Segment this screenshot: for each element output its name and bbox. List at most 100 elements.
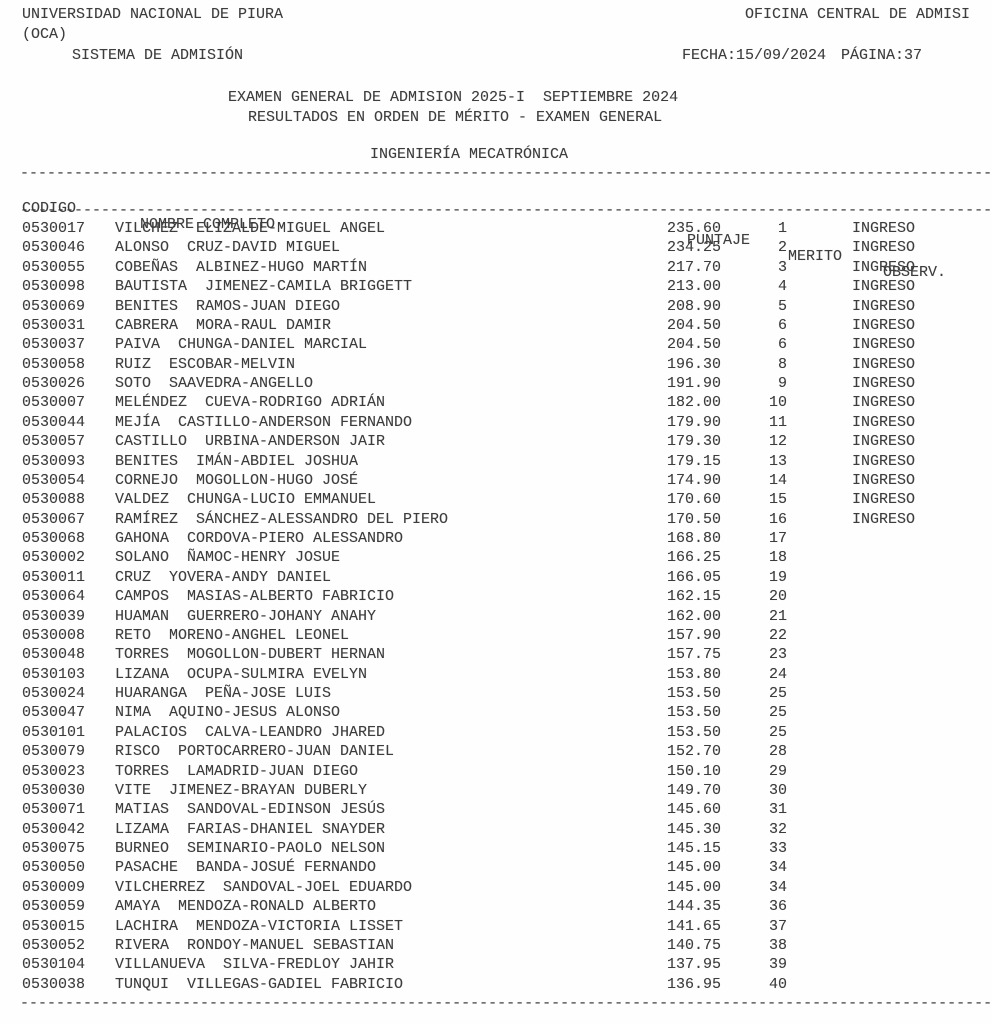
cell-codigo: 0530046 bbox=[22, 239, 86, 257]
cell-nombre: VITE JIMENEZ-BRAYAN DUBERLY bbox=[115, 781, 368, 799]
cell-codigo: 0530058 bbox=[22, 355, 86, 373]
cell-observ: INGRESO bbox=[852, 471, 916, 489]
column-header-codigo: CODIGO bbox=[22, 200, 77, 217]
cell-puntaje: 153.50 bbox=[667, 704, 722, 722]
column-header-nombre: NOMBRE COMPLETO bbox=[140, 216, 276, 233]
table-column-headers: CODIGO NOMBRE COMPLETO PUNTAJE MERITO OB… bbox=[0, 185, 992, 281]
cell-nombre: BENITES RAMOS-JUAN DIEGO bbox=[115, 297, 341, 315]
cell-codigo: 0530069 bbox=[22, 297, 86, 315]
table-row: 0530024 HUARANGA PEÑA-JOSE LUIS 153.50 2… bbox=[0, 684, 992, 703]
cell-puntaje: 174.90 bbox=[667, 471, 722, 489]
cell-puntaje: 162.00 bbox=[667, 607, 722, 625]
cell-nombre: COBEÑAS ALBINEZ-HUGO MARTÍN bbox=[115, 258, 368, 276]
table-row: 0530057 CASTILLO URBINA-ANDERSON JAIR 17… bbox=[0, 432, 992, 451]
cell-puntaje: 166.25 bbox=[667, 549, 722, 567]
cell-observ: INGRESO bbox=[852, 278, 916, 296]
cell-nombre: LACHIRA MENDOZA-VICTORIA LISSET bbox=[115, 917, 404, 935]
cell-codigo: 0530024 bbox=[22, 685, 86, 702]
table-row: 0530052 RIVERA RONDOY-MANUEL SEBASTIAN 1… bbox=[0, 936, 992, 955]
cell-nombre: LIZAMA FARIAS-DHANIEL SNAYDER bbox=[115, 820, 386, 838]
cell-merito: 18 bbox=[768, 549, 787, 567]
cell-nombre: PALACIOS CALVA-LEANDRO JHARED bbox=[115, 723, 386, 741]
cell-nombre: VILCHEZ ELIZALDE-MIGUEL ANGEL bbox=[115, 220, 386, 237]
cell-observ: INGRESO bbox=[852, 394, 916, 412]
cell-observ: INGRESO bbox=[852, 220, 916, 237]
cell-puntaje: 140.75 bbox=[667, 936, 722, 954]
table-row: 0530098 BAUTISTA JIMENEZ-CAMILA BRIGGETT… bbox=[0, 277, 992, 296]
table-row: 0530071 MATIAS SANDOVAL-EDINSON JESÚS 14… bbox=[0, 800, 992, 819]
cell-puntaje: 150.10 bbox=[667, 762, 722, 780]
table-row: 0530046 ALONSO CRUZ-DAVID MIGUEL 234.25 … bbox=[0, 238, 992, 257]
cell-merito: 11 bbox=[768, 413, 787, 431]
cell-puntaje: 157.90 bbox=[667, 626, 722, 644]
cell-observ: INGRESO bbox=[852, 239, 916, 257]
table-row: 0530042 LIZAMA FARIAS-DHANIEL SNAYDER 14… bbox=[0, 820, 992, 839]
cell-puntaje: 179.30 bbox=[667, 433, 722, 451]
cell-codigo: 0530023 bbox=[22, 762, 86, 780]
cell-puntaje: 145.00 bbox=[667, 878, 722, 896]
cell-merito: 20 bbox=[768, 588, 787, 606]
cell-codigo: 0530047 bbox=[22, 704, 86, 722]
cell-merito: 14 bbox=[768, 471, 787, 489]
cell-codigo: 0530093 bbox=[22, 452, 86, 470]
cell-nombre: MEJÍA CASTILLO-ANDERSON FERNANDO bbox=[115, 413, 413, 431]
cell-merito: 6 bbox=[777, 336, 787, 354]
cell-codigo: 0530101 bbox=[22, 723, 86, 741]
cell-puntaje: 170.60 bbox=[667, 491, 722, 509]
cell-codigo: 0530071 bbox=[22, 801, 86, 819]
cell-merito: 31 bbox=[768, 801, 787, 819]
table-row: 0530023 TORRES LAMADRID-JUAN DIEGO 150.1… bbox=[0, 762, 992, 781]
cell-nombre: AMAYA MENDOZA-RONALD ALBERTO bbox=[115, 898, 377, 916]
cell-codigo: 0530002 bbox=[22, 549, 86, 567]
page-number: PÁGINA:37 bbox=[841, 47, 923, 64]
cell-codigo: 0530007 bbox=[22, 394, 86, 412]
cell-merito: 6 bbox=[777, 316, 787, 334]
cell-nombre: BENITES IMÁN-ABDIEL JOSHUA bbox=[115, 452, 359, 470]
report-title-line2: RESULTADOS EN ORDEN DE MÉRITO - EXAMEN G… bbox=[248, 109, 663, 126]
cell-puntaje: 153.50 bbox=[667, 685, 722, 702]
cell-codigo: 0530009 bbox=[22, 878, 86, 896]
column-header-merito: MERITO bbox=[788, 248, 843, 265]
report-title-line1: EXAMEN GENERAL DE ADMISION 2025-I SEPTIE… bbox=[228, 89, 679, 106]
table-row: 0530048 TORRES MOGOLLON-DUBERT HERNAN 15… bbox=[0, 645, 992, 664]
cell-codigo: 0530057 bbox=[22, 433, 86, 451]
cell-codigo: 0530037 bbox=[22, 336, 86, 354]
cell-puntaje: 152.70 bbox=[667, 743, 722, 761]
table-row: 0530015 LACHIRA MENDOZA-VICTORIA LISSET … bbox=[0, 917, 992, 936]
cell-puntaje: 204.50 bbox=[667, 336, 722, 354]
cell-codigo: 0530031 bbox=[22, 316, 86, 334]
cell-merito: 17 bbox=[768, 530, 787, 547]
cell-merito: 8 bbox=[777, 355, 787, 373]
table-row: 0530055 COBEÑAS ALBINEZ-HUGO MARTÍN 217.… bbox=[0, 258, 992, 277]
cell-puntaje: 217.70 bbox=[667, 258, 722, 276]
cell-codigo: 0530011 bbox=[22, 568, 86, 586]
table-row: 0530059 AMAYA MENDOZA-RONALD ALBERTO 144… bbox=[0, 897, 992, 916]
table-row: 0530103 LIZANA OCUPA-SULMIRA EVELYN 153.… bbox=[0, 665, 992, 684]
cell-merito: 28 bbox=[768, 743, 787, 761]
table-row: 0530026 SOTO SAAVEDRA-ANGELLO 191.90 9 I… bbox=[0, 374, 992, 393]
cell-observ: INGRESO bbox=[852, 433, 916, 451]
cell-observ: INGRESO bbox=[852, 258, 916, 276]
cell-merito: 1 bbox=[777, 220, 787, 237]
cell-codigo: 0530088 bbox=[22, 491, 86, 509]
cell-merito: 23 bbox=[768, 646, 787, 664]
cell-merito: 13 bbox=[768, 452, 787, 470]
cell-puntaje: 168.80 bbox=[667, 530, 722, 547]
table-row: 0530038 TUNQUI VILLEGAS-GADIEL FABRICIO … bbox=[0, 975, 992, 994]
cell-codigo: 0530055 bbox=[22, 258, 86, 276]
cell-observ: INGRESO bbox=[852, 336, 916, 354]
table-row: 0530058 RUIZ ESCOBAR-MELVIN 196.30 8 ING… bbox=[0, 355, 992, 374]
cell-nombre: SOLANO ÑAMOC-HENRY JOSUE bbox=[115, 549, 341, 567]
cell-codigo: 0530044 bbox=[22, 413, 86, 431]
cell-merito: 34 bbox=[768, 878, 787, 896]
office-name: OFICINA CENTRAL DE ADMISI bbox=[745, 6, 971, 23]
cell-nombre: CORNEJO MOGOLLON-HUGO JOSÉ bbox=[115, 471, 359, 489]
cell-codigo: 0530068 bbox=[22, 530, 86, 547]
cell-nombre: BAUTISTA JIMENEZ-CAMILA BRIGGETT bbox=[115, 278, 413, 296]
cell-observ: INGRESO bbox=[852, 297, 916, 315]
cell-nombre: RIVERA RONDOY-MANUEL SEBASTIAN bbox=[115, 936, 395, 954]
cell-nombre: RISCO PORTOCARRERO-JUAN DANIEL bbox=[115, 743, 395, 761]
cell-nombre: CRUZ YOVERA-ANDY DANIEL bbox=[115, 568, 332, 586]
cell-nombre: TORRES MOGOLLON-DUBERT HERNAN bbox=[115, 646, 386, 664]
cell-puntaje: 162.15 bbox=[667, 588, 722, 606]
